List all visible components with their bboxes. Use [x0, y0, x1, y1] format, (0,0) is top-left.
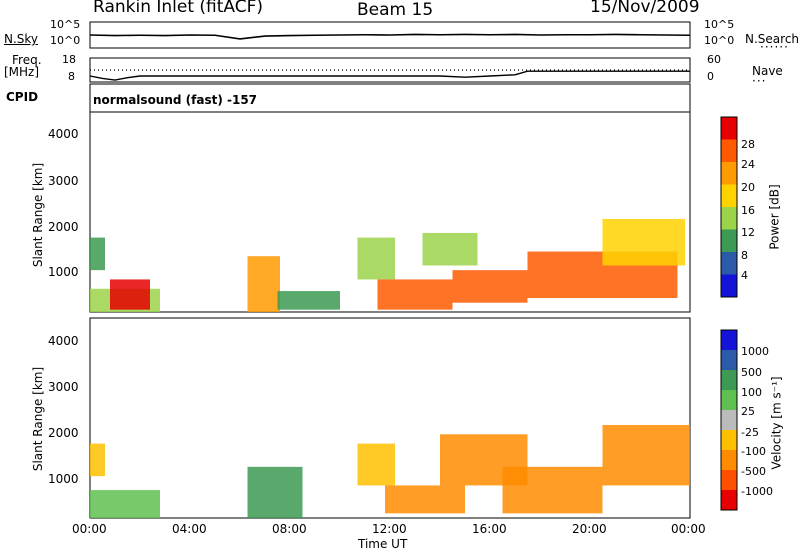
power-colorbar-swatch [721, 162, 737, 185]
power-colorbar-swatch [721, 184, 737, 207]
velocity-cbar-tick: 1000 [741, 345, 769, 358]
power-colorbar-swatch [721, 252, 737, 275]
power-cbar-tick: 4 [741, 269, 748, 282]
power-colorbar-frame [720, 116, 738, 298]
velocity-cbar-tick: 25 [741, 405, 755, 418]
nsky-tick-bottom: 10^0 [50, 34, 81, 47]
power-region [247, 256, 280, 312]
power-ytick: 1000 [48, 265, 79, 279]
freq-tick-bottom: 8 [68, 70, 75, 83]
nsearch-label: N.Search [745, 32, 800, 46]
freq-unit-label: [MHz] [4, 65, 40, 79]
power-cbar-tick: 16 [741, 204, 755, 217]
xlabel: Time UT [358, 537, 408, 551]
xtick: 04:00 [172, 522, 207, 536]
velocity-colorbar-frame [720, 329, 738, 511]
nave-dotted-key: ··· [752, 74, 767, 88]
power-region [357, 237, 395, 280]
xtick: 00:00 [671, 522, 706, 536]
velocity-region [90, 443, 105, 477]
velocity-colorbar-swatch [721, 470, 737, 490]
nave-label: Nave [752, 64, 783, 78]
velocity-ytick: 3000 [48, 380, 79, 394]
xtick: 16:00 [472, 522, 507, 536]
velocity-frame [89, 317, 691, 519]
nsky-tick-top: 10^5 [50, 18, 81, 31]
velocity-colorbar-swatch [721, 370, 737, 390]
power-cbar-tick: 8 [741, 249, 748, 262]
nsky-label: N.Sky [4, 32, 39, 46]
nsky-series-line [89, 33, 691, 40]
velocity-colorbar-swatch [721, 390, 737, 410]
nsearch-tick-top: 10^5 [704, 18, 735, 31]
freq-label: Freq. [12, 53, 42, 67]
power-region [90, 237, 105, 271]
velocity-ytick: 2000 [48, 426, 79, 440]
power-colorbar-swatch [721, 207, 737, 230]
xtick: 20:00 [572, 522, 607, 536]
power-ytick: 3000 [48, 174, 79, 188]
cpid-label: CPID [6, 90, 39, 104]
velocity-region [502, 466, 603, 514]
velocity-colorbar-swatch [721, 490, 737, 510]
freq-tick-top: 18 [62, 53, 76, 66]
power-region [422, 232, 478, 266]
velocity-cbar-tick: -25 [741, 426, 759, 439]
power-cbar-tick: 12 [741, 226, 755, 239]
velocity-colorbar-swatch [721, 350, 737, 370]
power-region [277, 291, 340, 310]
velocity-colorbar-swatch [721, 410, 737, 430]
nsearch-tick-bottom: 10^0 [704, 34, 735, 47]
velocity-cbar-tick: -100 [741, 445, 766, 458]
velocity-region [247, 466, 303, 518]
velocity-cbar-tick: -500 [741, 465, 766, 478]
velocity-ytick: 1000 [48, 472, 79, 486]
power-ytick: 4000 [48, 127, 79, 141]
velocity-colorbar-swatch [721, 330, 737, 350]
cpid-frame [89, 83, 691, 113]
velocity-cbar-tick: -1000 [741, 485, 773, 498]
freq-series-line [89, 70, 690, 81]
nave-tick-top: 60 [707, 53, 721, 66]
power-region [452, 270, 528, 303]
power-ytick: 2000 [48, 220, 79, 234]
velocity-ytick: 4000 [48, 334, 79, 348]
velocity-region [602, 424, 690, 486]
nsearch-dotted-key: ······ [760, 40, 789, 54]
power-cbar-tick: 28 [741, 138, 755, 151]
velocity-colorbar-swatch [721, 430, 737, 450]
velocity-cbar-tick: 500 [741, 366, 762, 379]
power-region [110, 279, 150, 310]
xtick: 08:00 [272, 522, 307, 536]
beam-label: Beam 15 [357, 0, 434, 20]
power-cbar-tick: 24 [741, 158, 755, 171]
nave-tick-bottom: 0 [707, 70, 714, 83]
xtick: 00:00 [72, 522, 107, 536]
date-label: 15/Nov/2009 [590, 0, 700, 17]
power-frame [89, 111, 691, 313]
velocity-colorbar-swatch [721, 450, 737, 470]
velocity-cbar-tick: 100 [741, 386, 762, 399]
velocity-region [90, 490, 160, 518]
xtick: 12:00 [372, 522, 407, 536]
power-colorbar-swatch [721, 274, 737, 297]
power-colorbar-swatch [721, 139, 737, 162]
power-region [602, 218, 685, 266]
velocity-region [357, 443, 395, 486]
power-cbar-tick: 20 [741, 181, 755, 194]
power-region [377, 279, 453, 310]
cpid-text: normalsound (fast) -157 [93, 93, 258, 107]
power-colorbar-swatch [721, 229, 737, 252]
velocity-region [385, 485, 465, 514]
station-title: Rankin Inlet (fitACF) [93, 0, 264, 17]
power-colorbar-swatch [721, 117, 737, 140]
